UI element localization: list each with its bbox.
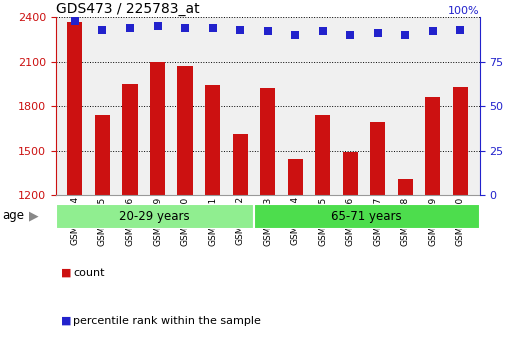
Text: GDS473 / 225783_at: GDS473 / 225783_at <box>56 2 199 16</box>
Bar <box>56 204 254 229</box>
Text: 65-71 years: 65-71 years <box>331 210 402 223</box>
Point <box>236 27 244 32</box>
Bar <box>122 84 138 195</box>
Bar <box>178 66 192 195</box>
Text: ▶: ▶ <box>29 209 39 222</box>
Bar <box>425 97 440 195</box>
Bar <box>95 115 110 195</box>
Text: age: age <box>3 209 25 222</box>
Text: 20-29 years: 20-29 years <box>119 210 190 223</box>
Point <box>456 27 465 32</box>
Text: 100%: 100% <box>448 6 480 16</box>
Bar <box>288 159 303 195</box>
Point <box>181 25 189 31</box>
Bar <box>315 115 330 195</box>
Bar <box>343 152 358 195</box>
Point <box>208 25 217 31</box>
Point <box>291 32 299 38</box>
Bar <box>453 87 468 195</box>
Bar <box>260 88 275 195</box>
Point <box>153 23 162 29</box>
Point <box>374 30 382 36</box>
Point <box>263 29 272 34</box>
Text: percentile rank within the sample: percentile rank within the sample <box>73 316 261 326</box>
Text: count: count <box>73 268 104 277</box>
Bar <box>398 179 413 195</box>
Point <box>429 29 437 34</box>
Text: ■: ■ <box>61 316 72 326</box>
Bar <box>150 62 165 195</box>
Bar <box>233 134 248 195</box>
Point <box>401 32 410 38</box>
Point <box>319 29 327 34</box>
Bar <box>67 22 83 195</box>
Bar <box>370 122 385 195</box>
Text: ■: ■ <box>61 268 72 277</box>
Point <box>346 32 355 38</box>
Point <box>70 18 79 23</box>
Point <box>126 25 134 31</box>
Point <box>98 27 107 32</box>
Bar <box>254 204 480 229</box>
Bar <box>205 85 220 195</box>
